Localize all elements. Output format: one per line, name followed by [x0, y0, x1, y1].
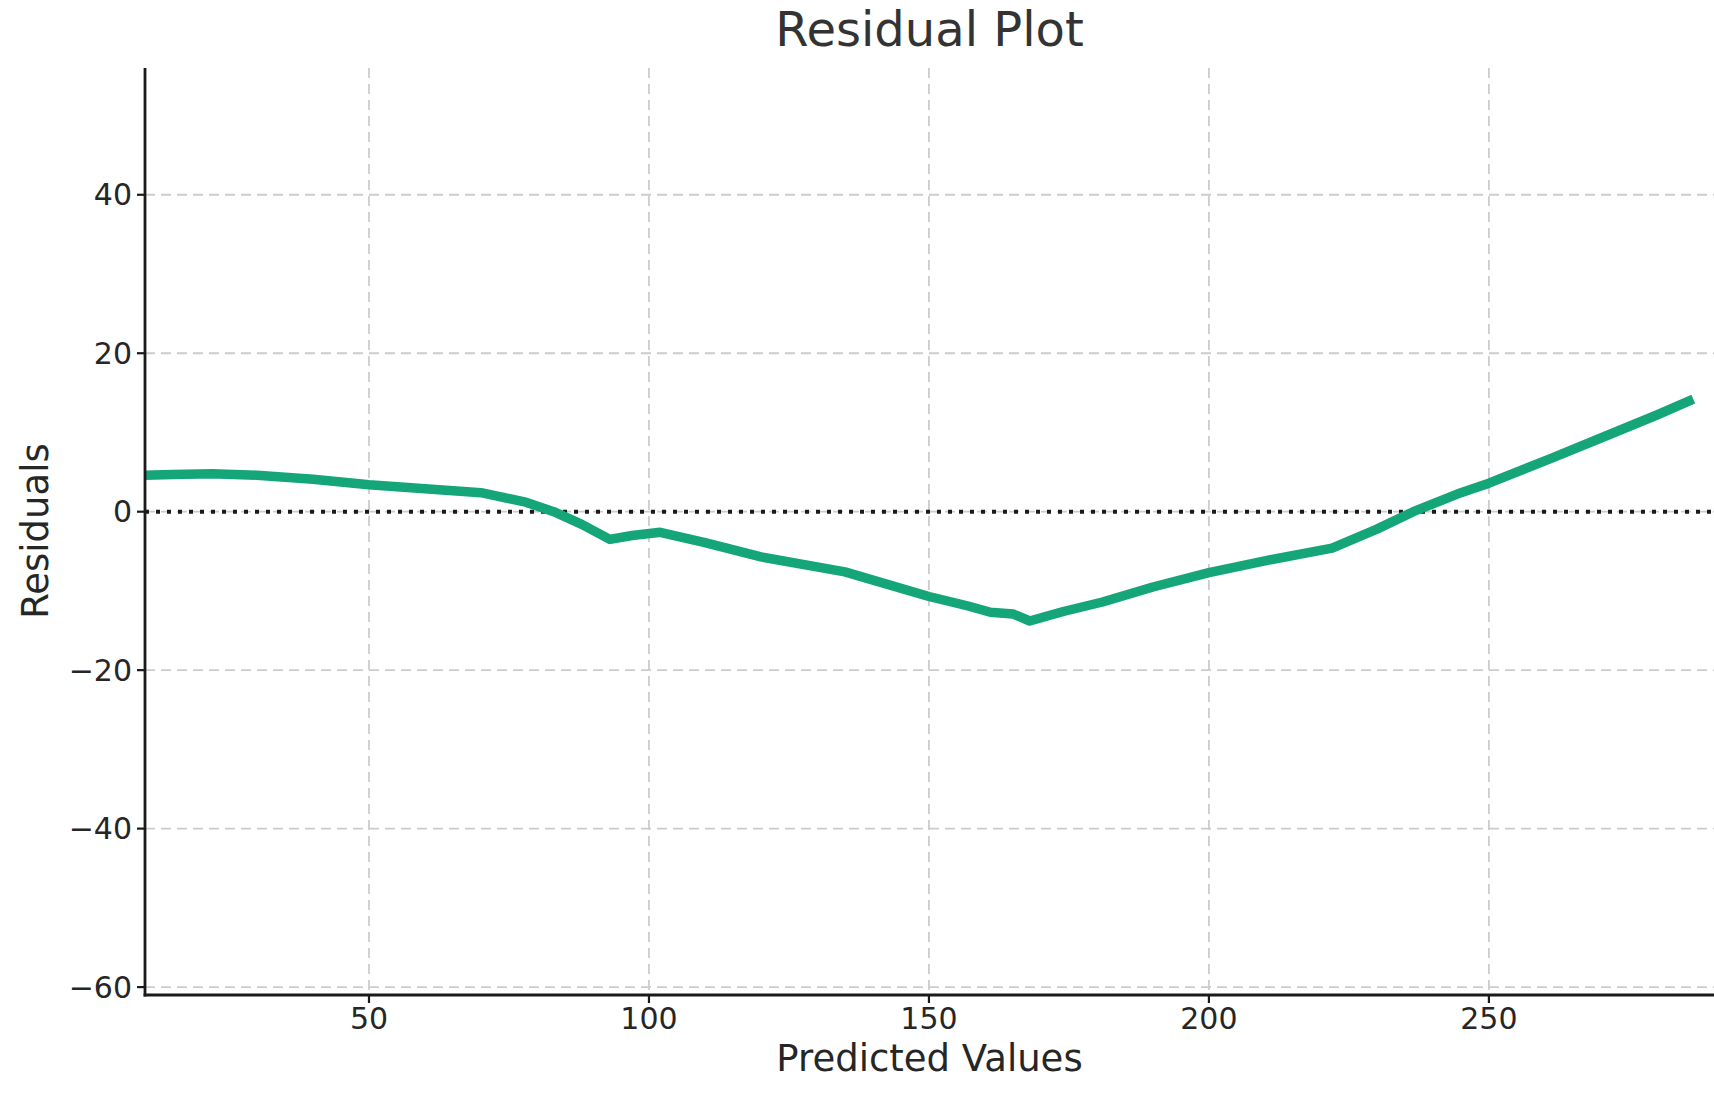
y-tick-label: 40 — [94, 177, 132, 212]
chart-title: Residual Plot — [145, 5, 1714, 53]
residual-plot-figure: 50 100 150 200 250 −60 −40 −20 0 20 40 Residual Pl… — [0, 0, 1714, 1101]
x-axis-ticks: 50 100 150 200 250 — [350, 995, 1518, 1036]
y-tick-label: −40 — [69, 811, 132, 846]
grid-lines — [145, 68, 1714, 995]
y-axis-ticks: −60 −40 −20 0 20 40 — [69, 177, 145, 1004]
x-tick-label: 50 — [350, 1001, 388, 1036]
y-tick-label: −20 — [69, 653, 132, 688]
plot-area: 50 100 150 200 250 −60 −40 −20 0 20 40 — [0, 0, 1714, 1101]
x-tick-label: 150 — [900, 1001, 957, 1036]
x-axis-label: Predicted Values — [145, 1040, 1714, 1077]
x-tick-label: 100 — [620, 1001, 677, 1036]
y-tick-label: 0 — [113, 494, 132, 529]
x-tick-label: 200 — [1180, 1001, 1237, 1036]
x-tick-label: 250 — [1460, 1001, 1517, 1036]
y-tick-label: −60 — [69, 970, 132, 1005]
y-tick-label: 20 — [94, 336, 132, 371]
y-axis-label: Residuals — [17, 443, 54, 619]
